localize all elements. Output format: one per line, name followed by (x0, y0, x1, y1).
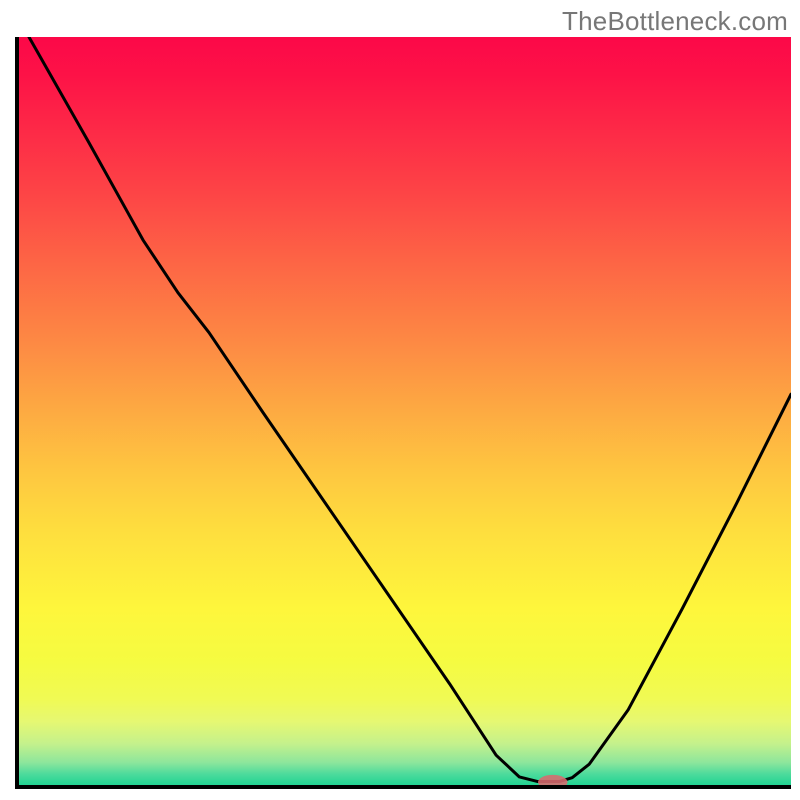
gradient-background (15, 37, 791, 789)
chart-container: TheBottleneck.com (0, 0, 800, 800)
watermark-text: TheBottleneck.com (562, 6, 788, 37)
plot-area (15, 37, 791, 789)
chart-svg (15, 37, 791, 789)
